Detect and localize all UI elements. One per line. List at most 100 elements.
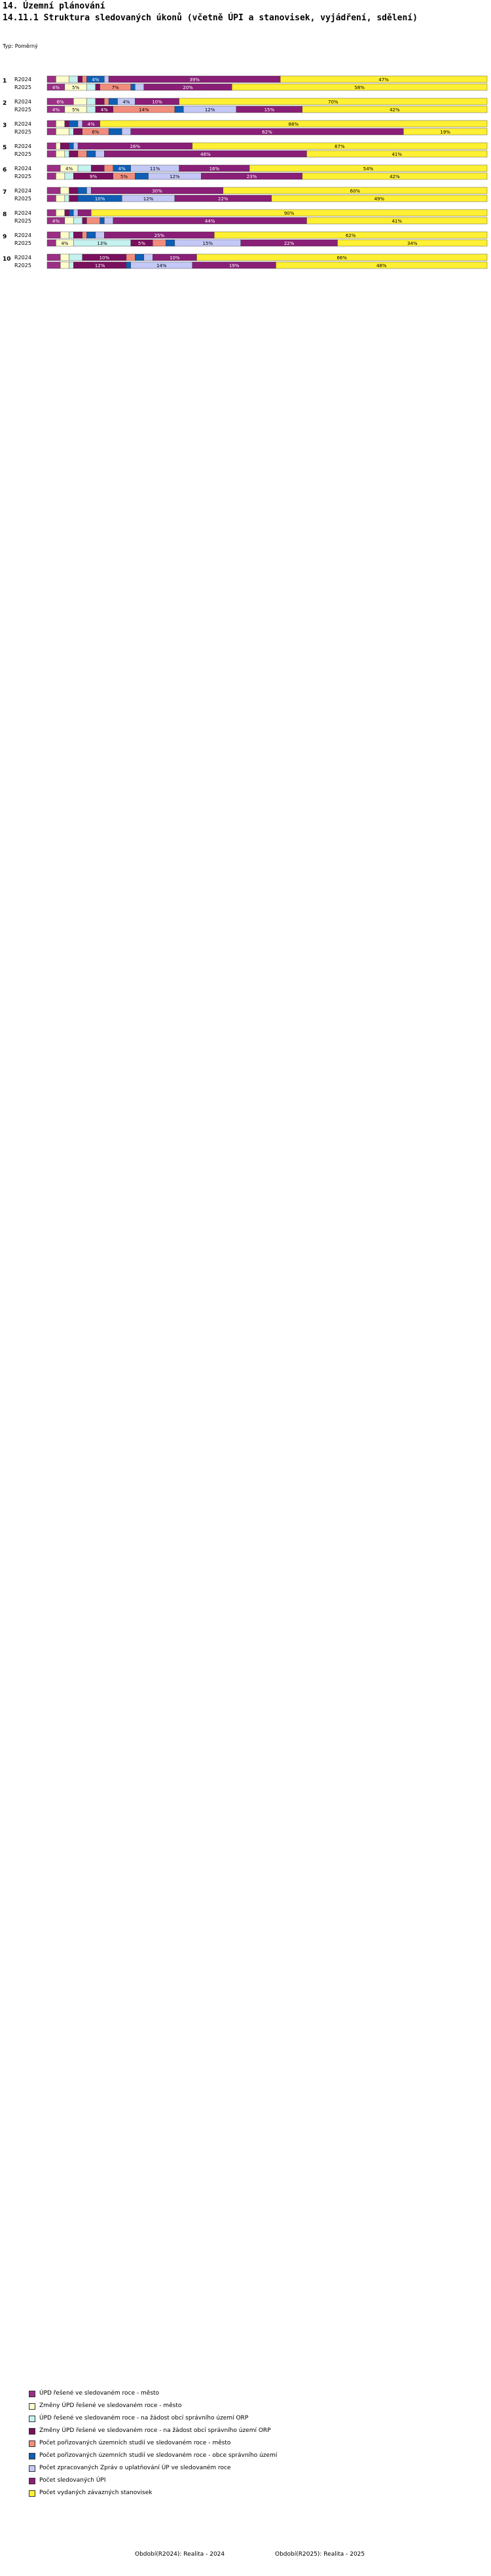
bar-segment <box>77 150 87 158</box>
row-label: R2024 <box>14 99 31 105</box>
bar-segment-label: 13% <box>97 241 107 246</box>
group-label: 6 <box>3 167 7 174</box>
legend-swatch <box>29 2415 35 2422</box>
group-label: 9 <box>3 234 7 240</box>
bar-segment-label: 66% <box>336 255 347 261</box>
bar-segment-label: 10% <box>95 196 105 202</box>
bar-segment <box>95 83 100 91</box>
footer-right: Období(R2025): Realita - 2025 <box>275 2551 365 2558</box>
legend-item: Počet sledovaných ÚPI <box>29 2475 277 2487</box>
bar-segment-label: 20% <box>183 85 193 90</box>
bar-segment <box>46 120 56 128</box>
bar-segment-label: 9% <box>90 174 97 179</box>
row-label: R2024 <box>14 166 31 172</box>
page-subtitle: 14.11.1 Struktura sledovaných úkonů (vče… <box>3 13 418 23</box>
bar-segment <box>90 164 105 172</box>
bar-segment <box>126 253 136 261</box>
bar-segment <box>82 217 87 225</box>
legend-swatch <box>29 2477 35 2484</box>
bar-segment <box>73 142 79 150</box>
bar-segment <box>77 75 82 83</box>
bar-segment <box>46 75 56 83</box>
bar-segment-label: 26% <box>130 144 141 149</box>
bar-segment-label: 58% <box>354 85 365 90</box>
bar-segment <box>69 209 74 217</box>
bar-segment <box>90 209 488 217</box>
legend-label: Počet pořizovaných územních studií ve sl… <box>39 2440 231 2446</box>
bar-segment <box>56 128 69 136</box>
legend-item: ÚPD řešené ve sledovaném roce - na žádos… <box>29 2412 277 2425</box>
page-title: 14. Územní plánování <box>3 1 105 11</box>
legend-label: Změny ÚPD řešené ve sledovaném roce - na… <box>39 2427 271 2434</box>
bar-segment <box>196 253 488 261</box>
bar-segment <box>69 150 79 158</box>
legend-item: Změny ÚPD řešené ve sledovaném roce - mě… <box>29 2400 277 2412</box>
bar-segment-label: 10% <box>170 255 180 261</box>
bar-segment <box>86 217 100 225</box>
bar-segment-label: 4% <box>65 166 73 172</box>
bar-segment-label: 15% <box>202 241 213 246</box>
legend-label: ÚPD řešené ve sledovaném roce - na žádos… <box>39 2415 249 2421</box>
bar-segment <box>69 253 82 261</box>
bar-segment-label: 54% <box>363 166 374 172</box>
bar-segment <box>69 231 74 239</box>
bar-segment <box>56 75 69 83</box>
bar-segment <box>166 239 175 247</box>
bar-segment-label: 41% <box>391 152 402 157</box>
bar-segment-label: 11% <box>150 166 160 172</box>
group-label: 1 <box>3 78 7 84</box>
bar-segment <box>64 209 69 217</box>
bar-segment <box>77 187 87 194</box>
bar-segment-label: 16% <box>209 166 220 172</box>
footer-left: Období(R2024): Realita - 2024 <box>135 2551 225 2558</box>
legend-label: Počet sledovaných ÚPI <box>39 2477 106 2484</box>
bar-segment-label: 60% <box>350 189 361 194</box>
bar-segment <box>56 172 65 180</box>
bar-segment <box>135 172 149 180</box>
bar-segment-label: 4% <box>92 77 99 83</box>
bar-segment <box>46 209 56 217</box>
bar-segment <box>46 187 61 194</box>
row-label: R2025 <box>14 263 31 268</box>
bar-segment <box>73 231 82 239</box>
bar-segment-label: 22% <box>218 196 228 202</box>
bar-segment <box>64 120 69 128</box>
bar-segment-label: 4% <box>52 219 60 224</box>
bar-segment-label: 47% <box>378 77 389 83</box>
bar-segment <box>302 172 488 180</box>
bar-segment <box>86 98 96 105</box>
legend-label: Počet vydaných závazných stanovisek <box>39 2490 153 2496</box>
bar-segment-label: 14% <box>156 263 167 268</box>
bar-segment-label: 5% <box>120 174 128 179</box>
bar-segment-label: 7% <box>112 85 119 90</box>
bar-segment-label: 88% <box>289 122 299 127</box>
bar-segment <box>126 261 131 269</box>
row-label: R2025 <box>14 151 31 157</box>
legend-swatch <box>29 2440 35 2447</box>
legend-swatch <box>29 2452 35 2459</box>
bar-segment <box>46 261 61 269</box>
bar-segment <box>130 83 136 91</box>
bar-segment-label: 90% <box>284 211 295 216</box>
bar-segment <box>174 105 184 113</box>
bar-segment-label: 5% <box>138 241 145 246</box>
bar-group: 9 R2024 25% 62% R2025 4% 13% 5% 15% 22% 34% <box>3 231 488 247</box>
legend-item: Počet zpracovaných Zpráv o uplatňování Ú… <box>29 2462 277 2475</box>
bar-group: 7 R2024 30% 60% R2025 10% 12% 22% 49% <box>3 187 488 202</box>
bar-segment <box>271 194 488 202</box>
bar-segment-label: 34% <box>407 241 418 246</box>
bar-segment-label: 42% <box>390 174 400 179</box>
bar-segment <box>46 253 61 261</box>
bar-segment-label: 49% <box>374 196 385 202</box>
bar-group: 10 R2024 10% 10% 66% R2025 12% 14% 19% 48% <box>3 253 488 269</box>
bar-segment <box>64 150 69 158</box>
bar-segment <box>69 75 79 83</box>
legend-item: Změny ÚPD řešené ve sledovaném roce - na… <box>29 2425 277 2437</box>
bar-segment-label: 25% <box>155 233 165 238</box>
legend-label: Počet zpracovaných Zpráv o uplatňování Ú… <box>39 2465 231 2471</box>
bar-segment <box>100 217 105 225</box>
bar-segment <box>280 75 488 83</box>
bar-segment <box>86 231 96 239</box>
bar-segment <box>403 128 488 136</box>
bar-segment <box>69 194 79 202</box>
